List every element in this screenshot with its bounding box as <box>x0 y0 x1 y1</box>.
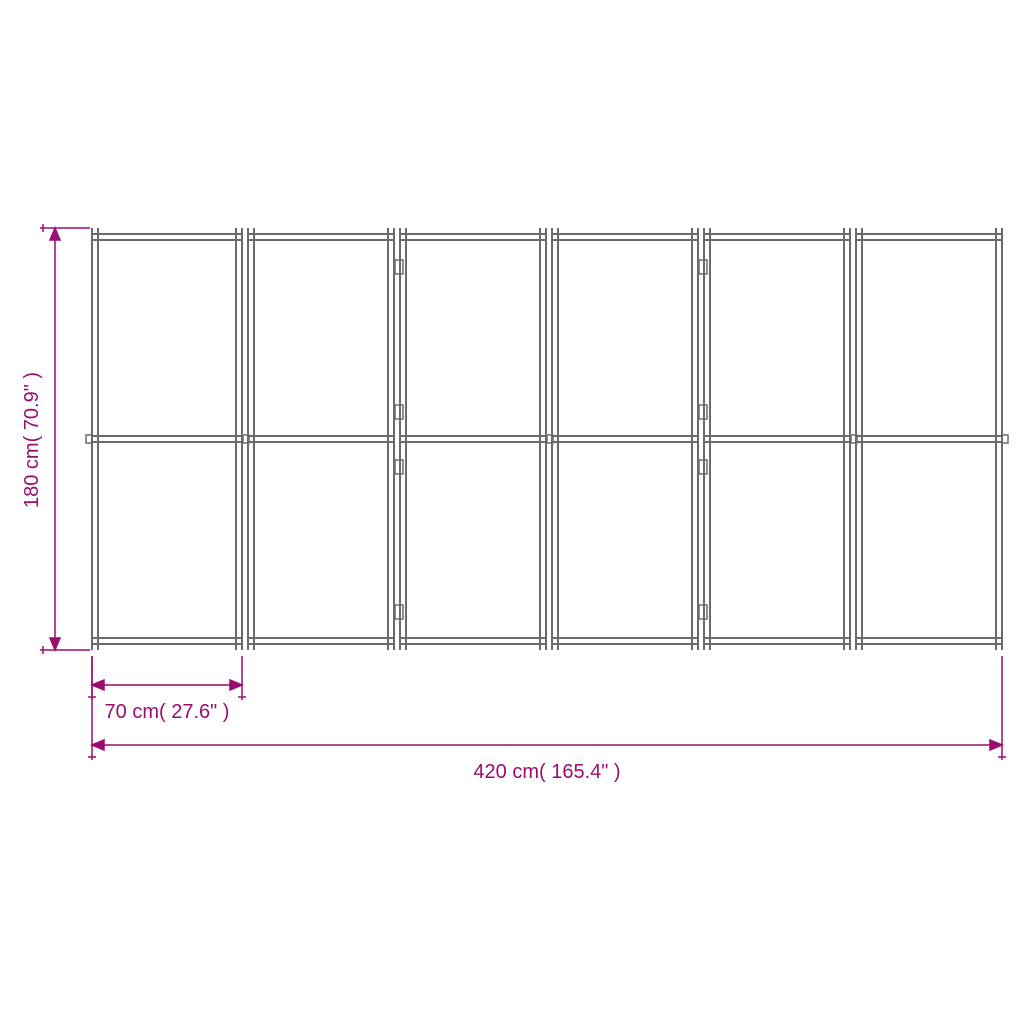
dim-panel-width-label: 70 cm( 27.6" ) <box>105 701 230 723</box>
dim-total-width-label: 420 cm( 165.4" ) <box>473 761 620 783</box>
dim-height-label: 180 cm( 70.9" ) <box>21 372 43 508</box>
diagram-svg: 180 cm( 70.9" ) 70 cm( 27.6" ) 420 cm( 1… <box>0 0 1024 1024</box>
dimension-diagram: 180 cm( 70.9" ) 70 cm( 27.6" ) 420 cm( 1… <box>0 0 1024 1024</box>
